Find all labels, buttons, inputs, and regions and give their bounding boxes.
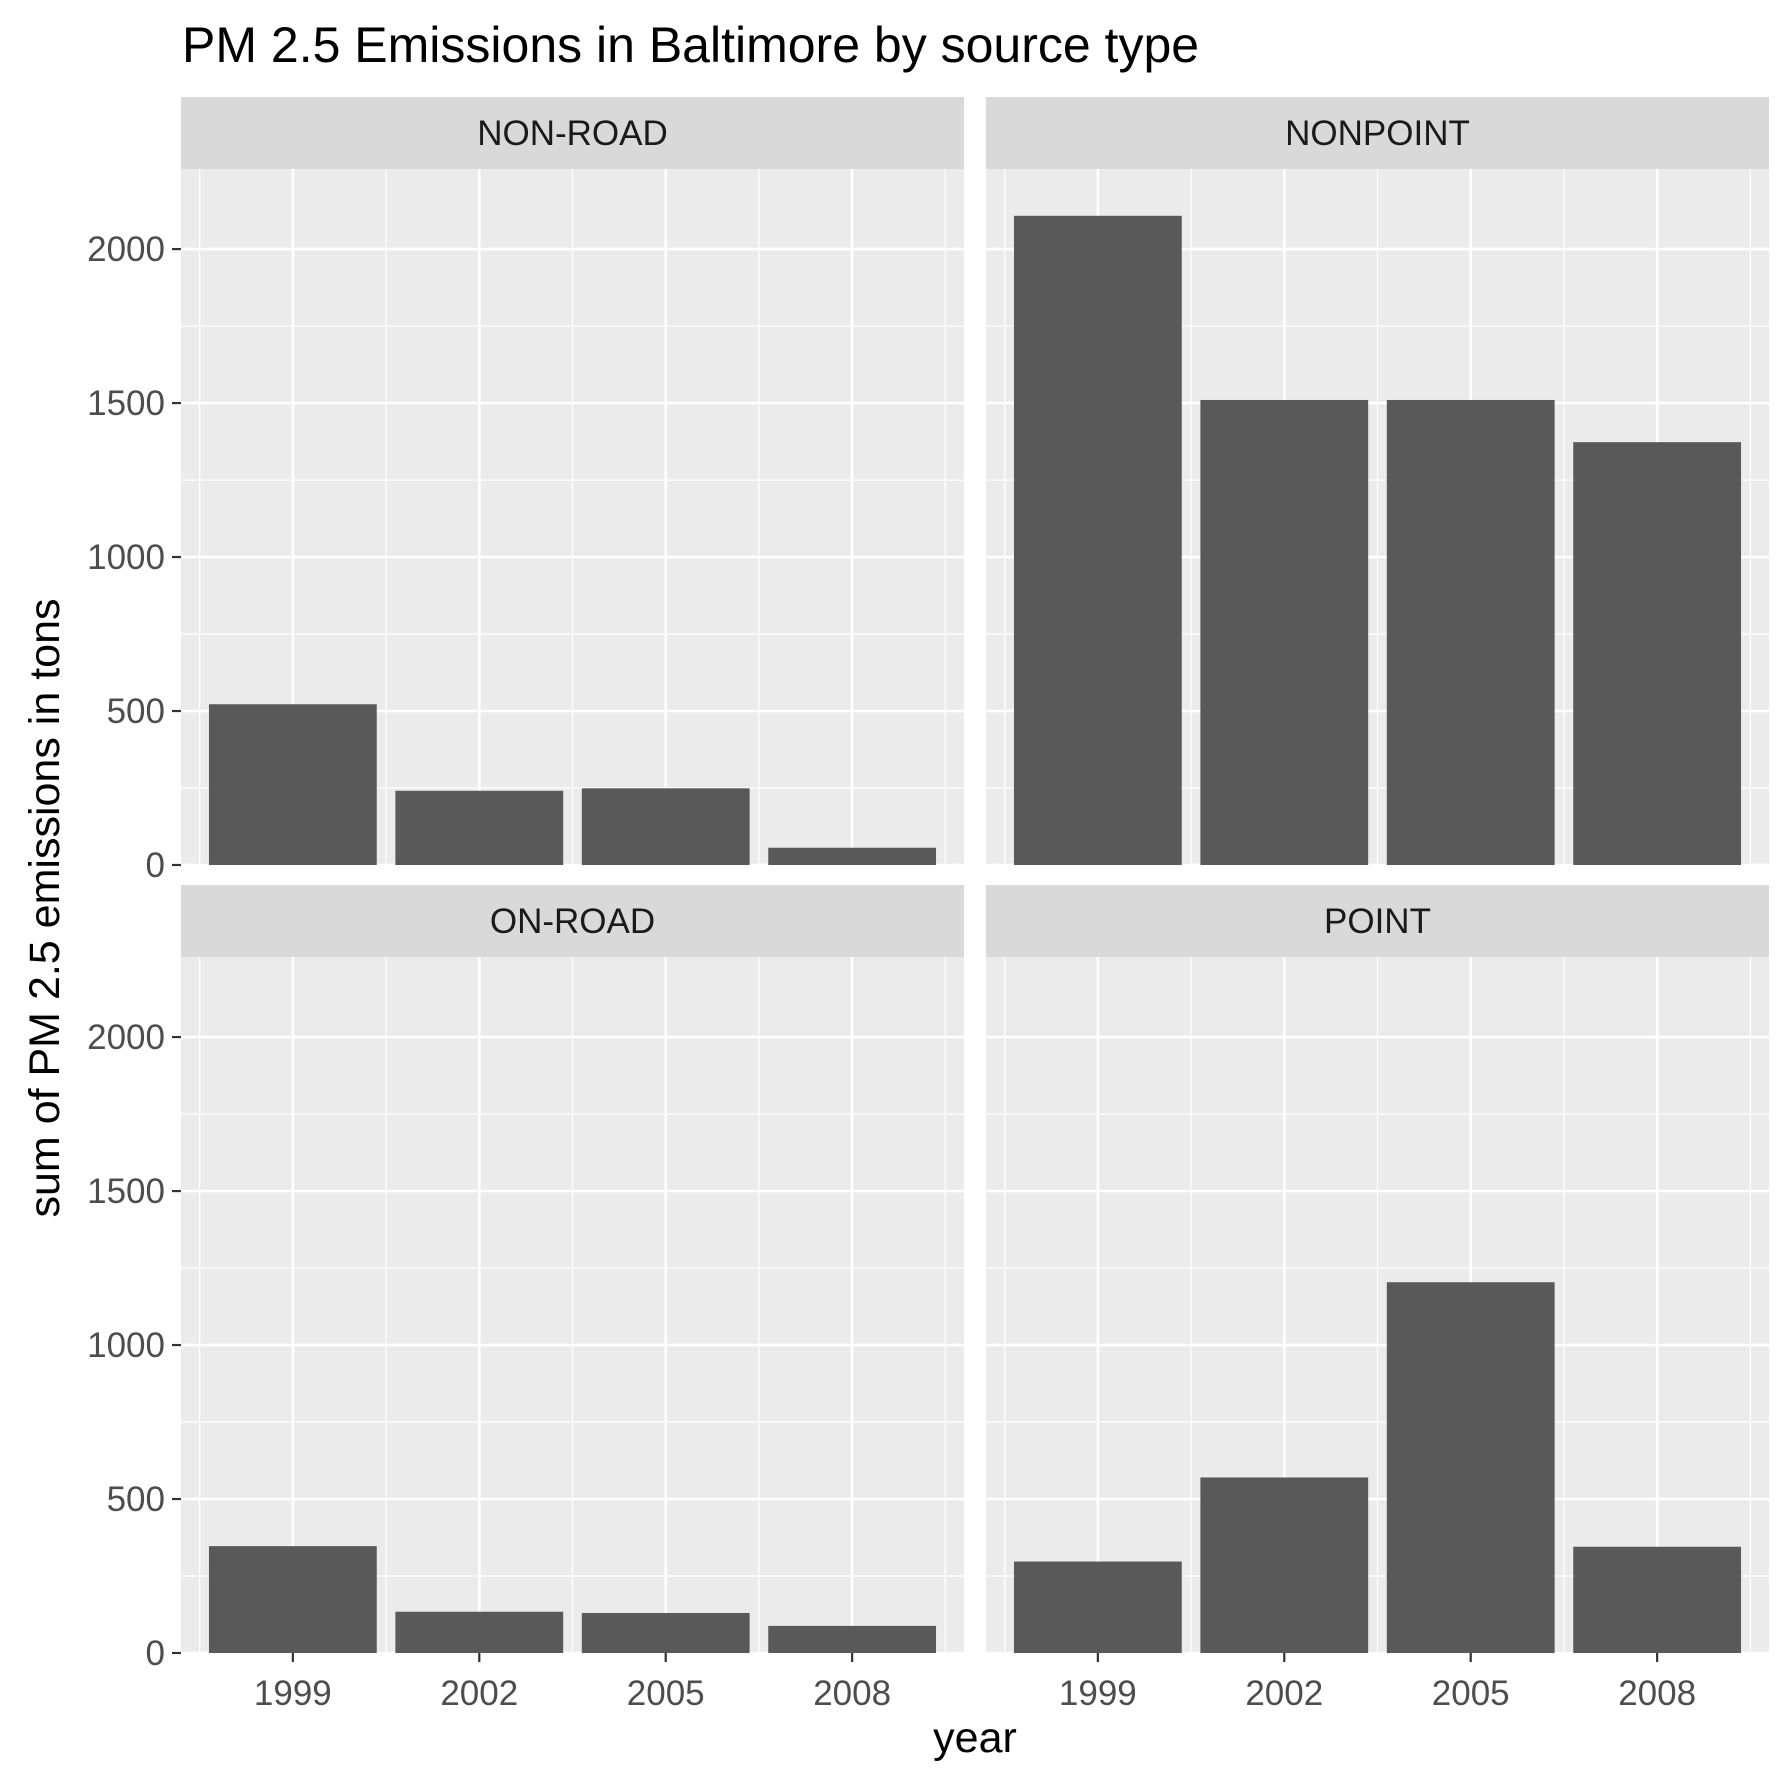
y-tick-label: 0: [146, 846, 165, 885]
bar-on-road-2005: [581, 1612, 750, 1653]
facet-point: POINT 1999 2002 2005 2008: [986, 885, 1769, 1713]
y-tick-label: 2000: [87, 230, 165, 269]
facet-label: POINT: [1324, 902, 1431, 941]
x-tick-label: 1999: [1059, 1674, 1137, 1713]
facet-strip: [986, 97, 1769, 169]
facet-nonpoint: NONPOINT: [986, 97, 1769, 867]
y-axis-title: sum of PM 2.5 emissions in tons: [21, 599, 69, 1218]
y-tick-label: 2000: [87, 1018, 165, 1057]
x-tick-label: 2008: [813, 1674, 891, 1713]
y-tick-label: 500: [107, 1480, 165, 1519]
bar-nonpoint-2008: [1573, 442, 1742, 865]
facet-strip: [181, 885, 964, 957]
bar-point-2008: [1573, 1546, 1742, 1653]
y-tick-label: 0: [146, 1634, 165, 1673]
y-tick-label: 1500: [87, 384, 165, 423]
x-axis-title: year: [933, 1714, 1017, 1762]
bar-nonpoint-2005: [1386, 399, 1555, 865]
bar-nonpoint-1999: [1013, 215, 1182, 866]
x-tick-label: 1999: [254, 1674, 332, 1713]
bar-non-road-1999: [208, 704, 377, 865]
facet-non-road: NON-ROAD 0 500 1000 1500 2000: [87, 97, 964, 885]
facet-on-road: ON-ROAD 0 500 1000 1500 2000 1999 2002 2005 2008: [87, 885, 964, 1713]
facet-label: NON-ROAD: [477, 114, 668, 153]
y-tick-label: 1500: [87, 1172, 165, 1211]
bar-non-road-2002: [395, 790, 564, 865]
bar-point-2002: [1200, 1477, 1369, 1653]
x-tick-label: 2002: [440, 1674, 518, 1713]
bar-non-road-2005: [581, 788, 750, 865]
bar-point-2005: [1386, 1282, 1555, 1653]
facet-label: NONPOINT: [1285, 114, 1470, 153]
bar-point-1999: [1013, 1561, 1182, 1653]
x-tick-label: 2005: [627, 1674, 705, 1713]
bar-non-road-2008: [768, 847, 937, 865]
y-tick-label: 500: [107, 692, 165, 731]
facet-label: ON-ROAD: [490, 902, 655, 941]
chart-title: PM 2.5 Emissions in Baltimore by source …: [182, 17, 1199, 73]
facet-strip: [181, 97, 964, 169]
bar-on-road-2002: [395, 1611, 564, 1653]
facet-panels: NON-ROAD 0 500 1000 1500 2000 NONPOINT ON-ROAD 0…: [87, 97, 1769, 1713]
bar-on-road-1999: [208, 1546, 377, 1653]
bar-on-road-2008: [768, 1625, 937, 1653]
x-tick-label: 2002: [1245, 1674, 1323, 1713]
bar-nonpoint-2002: [1200, 399, 1369, 865]
x-tick-label: 2008: [1618, 1674, 1696, 1713]
x-tick-label: 2005: [1432, 1674, 1510, 1713]
y-tick-label: 1000: [87, 538, 165, 577]
y-tick-label: 1000: [87, 1326, 165, 1365]
facet-strip: [986, 885, 1769, 957]
